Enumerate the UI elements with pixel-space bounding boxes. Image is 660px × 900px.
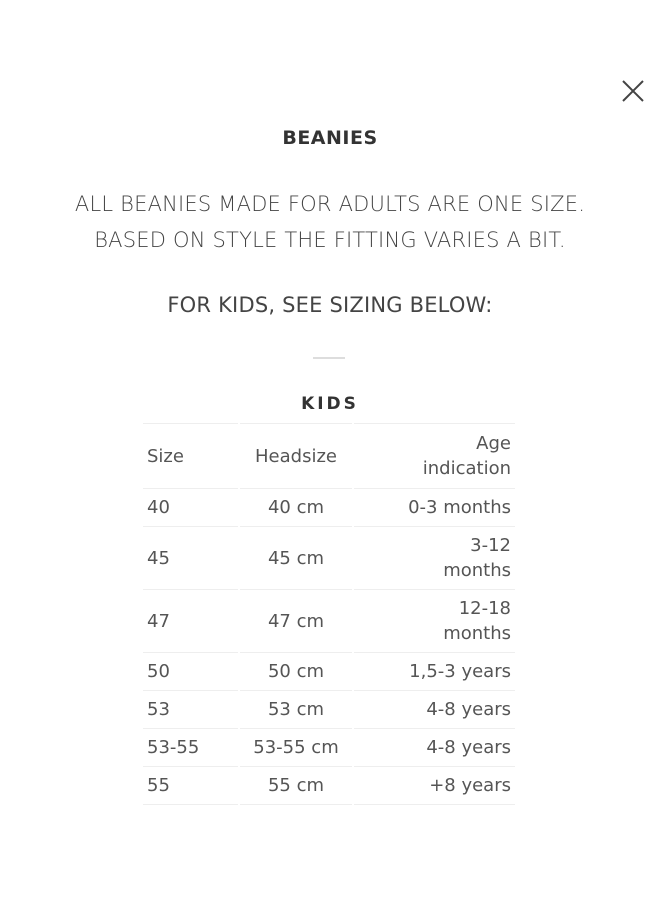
kids-note: FOR KIDS, SEE SIZING BELOW: xyxy=(167,293,493,317)
intro-line: BASED ON STYLE THE FITTING VARIES A BIT. xyxy=(94,228,566,252)
cell-age: +8 years xyxy=(354,766,515,805)
cell-headsize: 55 cm xyxy=(239,766,353,805)
table-row: 47 47 cm 12-18 months xyxy=(143,589,515,652)
cell-headsize: 40 cm xyxy=(239,488,353,526)
cell-size: 53 xyxy=(143,690,238,728)
table-title: KIDS xyxy=(301,394,359,414)
cell-age: 4-8 years xyxy=(354,690,515,728)
size-table: Size Headsize Age indication 40 40 cm 0-3 … xyxy=(141,423,517,805)
cell-age: 1,5-3 years xyxy=(354,652,515,690)
cell-size: 53-55 xyxy=(143,728,238,766)
close-button[interactable] xyxy=(620,78,646,104)
close-icon xyxy=(622,80,644,102)
intro-text: ALL BEANIES MADE FOR ADULTS ARE ONE SIZE… xyxy=(0,186,660,258)
cell-size: 45 xyxy=(143,526,238,589)
header-size: Size xyxy=(143,423,238,488)
modal-title: BEANIES xyxy=(282,127,378,149)
cell-age: 4-8 years xyxy=(354,728,515,766)
table-row: 50 50 cm 1,5-3 years xyxy=(143,652,515,690)
intro-line: ALL BEANIES MADE FOR ADULTS ARE ONE SIZE… xyxy=(74,192,586,216)
cell-size: 47 xyxy=(143,589,238,652)
cell-headsize: 53 cm xyxy=(239,690,353,728)
table-row: 53-55 53-55 cm 4-8 years xyxy=(143,728,515,766)
cell-headsize: 53-55 cm xyxy=(239,728,353,766)
cell-age: 3-12 months xyxy=(354,526,515,589)
cell-age: 0-3 months xyxy=(354,488,515,526)
cell-headsize: 50 cm xyxy=(239,652,353,690)
table-header-row: Size Headsize Age indication xyxy=(143,423,515,488)
table-row: 45 45 cm 3-12 months xyxy=(143,526,515,589)
cell-headsize: 45 cm xyxy=(239,526,353,589)
header-age: Age indication xyxy=(354,423,515,488)
divider xyxy=(313,357,345,359)
cell-size: 50 xyxy=(143,652,238,690)
cell-headsize: 47 cm xyxy=(239,589,353,652)
cell-age: 12-18 months xyxy=(354,589,515,652)
table-row: 53 53 cm 4-8 years xyxy=(143,690,515,728)
table-row: 55 55 cm +8 years xyxy=(143,766,515,805)
header-headsize: Headsize xyxy=(239,423,353,488)
cell-size: 40 xyxy=(143,488,238,526)
cell-size: 55 xyxy=(143,766,238,805)
table-row: 40 40 cm 0-3 months xyxy=(143,488,515,526)
